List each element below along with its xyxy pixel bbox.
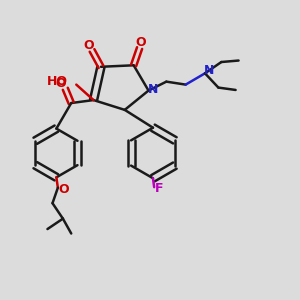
Text: O: O [56, 77, 66, 90]
Text: N: N [148, 82, 158, 96]
Text: HO: HO [47, 75, 68, 88]
Text: N: N [204, 64, 214, 77]
Text: O: O [58, 183, 69, 196]
Text: O: O [84, 39, 94, 52]
Text: F: F [155, 182, 164, 195]
Text: O: O [136, 36, 146, 49]
